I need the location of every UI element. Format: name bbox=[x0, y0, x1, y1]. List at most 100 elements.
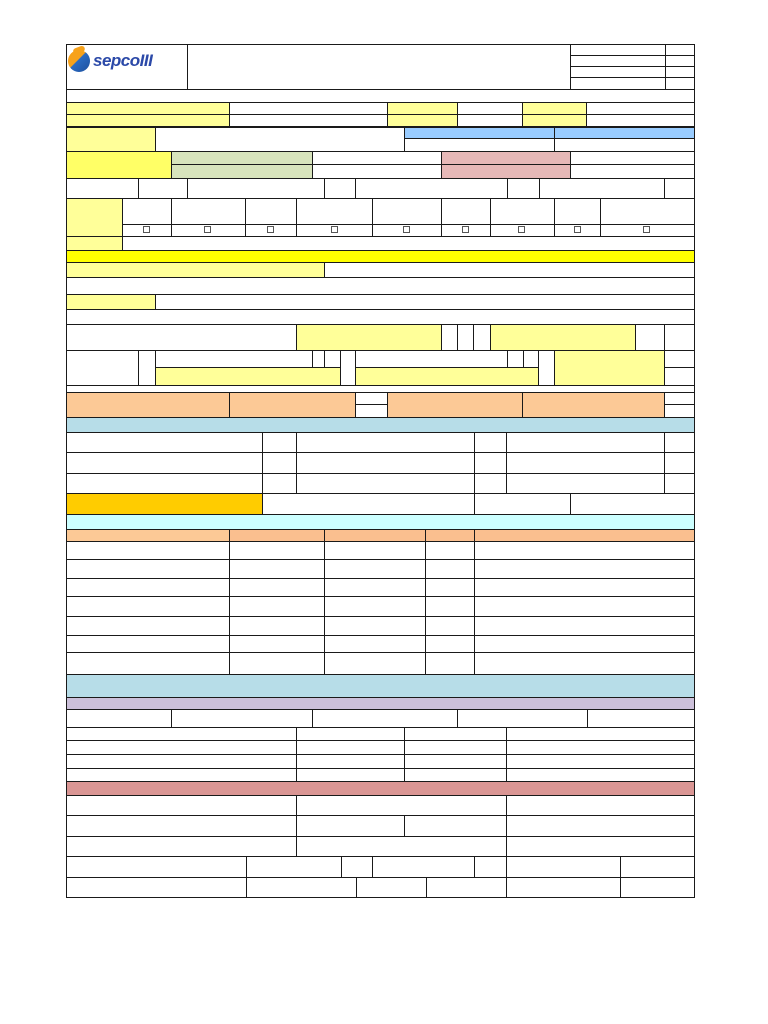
grid-c-r1-c1[interactable] bbox=[66, 727, 297, 741]
blue-value-2[interactable] bbox=[554, 138, 695, 152]
sign-r4-c1[interactable] bbox=[66, 856, 247, 878]
grid-a-r2-c2[interactable] bbox=[262, 452, 297, 474]
field-input-4[interactable] bbox=[229, 114, 388, 127]
table-row-6-c1[interactable] bbox=[66, 635, 230, 653]
peach-cell-d[interactable] bbox=[664, 404, 695, 418]
sign-r4-c5[interactable] bbox=[474, 856, 507, 878]
sign-r3-c3[interactable] bbox=[506, 836, 695, 857]
gold-row-cell-2[interactable] bbox=[474, 493, 571, 515]
table-row-5-c1[interactable] bbox=[66, 616, 230, 636]
grid-a-r3-c3[interactable] bbox=[296, 473, 475, 494]
checkbox-9[interactable] bbox=[643, 226, 650, 233]
sign-r2-c4[interactable] bbox=[506, 815, 695, 837]
grid-c-r2-c2[interactable] bbox=[296, 740, 405, 755]
sign-r5-c6[interactable] bbox=[620, 877, 695, 898]
cell-m6[interactable] bbox=[664, 324, 695, 351]
sign-r1-c3[interactable] bbox=[506, 795, 695, 816]
grid-a-r1-c6[interactable] bbox=[664, 432, 695, 453]
sign-r5-c4[interactable] bbox=[426, 877, 507, 898]
field-input-11[interactable] bbox=[324, 262, 695, 278]
table-row-5-c2[interactable] bbox=[229, 616, 325, 636]
text-row-2[interactable] bbox=[66, 309, 695, 325]
cell-n1[interactable] bbox=[66, 350, 139, 386]
cell-m3[interactable] bbox=[457, 324, 474, 351]
cell-r4-1[interactable] bbox=[66, 178, 139, 199]
field-input-7[interactable] bbox=[155, 127, 405, 152]
table-row-3-c1[interactable] bbox=[66, 578, 230, 597]
sign-r5-c2[interactable] bbox=[246, 877, 357, 898]
checkbox-4[interactable] bbox=[331, 226, 338, 233]
table-row-4-c4[interactable] bbox=[425, 596, 475, 617]
table-row-3-c2[interactable] bbox=[229, 578, 325, 597]
cell-n8[interactable] bbox=[507, 350, 524, 368]
sign-r1-c2[interactable] bbox=[296, 795, 507, 816]
table-row-1-c4[interactable] bbox=[425, 541, 475, 560]
grid-a-r1-c2[interactable] bbox=[262, 432, 297, 453]
table-row-2-c5[interactable] bbox=[474, 559, 695, 579]
grid-c-r4-c4[interactable] bbox=[506, 768, 695, 782]
table-row-3-c5[interactable] bbox=[474, 578, 695, 597]
grid-a-r2-c4[interactable] bbox=[474, 452, 507, 474]
grid-c-r2-c3[interactable] bbox=[404, 740, 507, 755]
table-row-2-c4[interactable] bbox=[425, 559, 475, 579]
cell-n2[interactable] bbox=[138, 350, 156, 386]
sign-r5-c5[interactable] bbox=[506, 877, 621, 898]
sign-r4-c6[interactable] bbox=[506, 856, 621, 878]
table-row-7-c2[interactable] bbox=[229, 652, 325, 675]
table-row-6-c5[interactable] bbox=[474, 635, 695, 653]
checkbox-7[interactable] bbox=[518, 226, 525, 233]
cell-m5[interactable] bbox=[635, 324, 665, 351]
grid-a-r3-c4[interactable] bbox=[474, 473, 507, 494]
peach-cell-b[interactable] bbox=[355, 404, 388, 418]
cell-r4-4[interactable] bbox=[324, 178, 356, 199]
checkbox-6[interactable] bbox=[462, 226, 469, 233]
table-row-2-c3[interactable] bbox=[324, 559, 426, 579]
grid-c-r2-c4[interactable] bbox=[506, 740, 695, 755]
cell-m2[interactable] bbox=[441, 324, 458, 351]
gold-row-cell-3[interactable] bbox=[570, 493, 695, 515]
grid-c-r4-c1[interactable] bbox=[66, 768, 297, 782]
grid-a-r2-c1[interactable] bbox=[66, 452, 263, 474]
cell-r4-8[interactable] bbox=[664, 178, 695, 199]
grid-b-r1-c1[interactable] bbox=[66, 709, 172, 728]
text-row-1[interactable] bbox=[66, 277, 695, 295]
table-row-2-c2[interactable] bbox=[229, 559, 325, 579]
grid-c-r2-c1[interactable] bbox=[66, 740, 297, 755]
grid-a-r3-c1[interactable] bbox=[66, 473, 263, 494]
sign-r5-c1[interactable] bbox=[66, 877, 247, 898]
cell-n10[interactable] bbox=[538, 350, 555, 386]
table-row-4-c5[interactable] bbox=[474, 596, 695, 617]
sign-r4-c3[interactable] bbox=[341, 856, 373, 878]
gold-row-cell-1[interactable] bbox=[262, 493, 475, 515]
table-row-1-c3[interactable] bbox=[324, 541, 426, 560]
sign-r3-c1[interactable] bbox=[66, 836, 297, 857]
grid-c-r3-c4[interactable] bbox=[506, 754, 695, 769]
checkbox-2[interactable] bbox=[204, 226, 211, 233]
cell-m1[interactable] bbox=[66, 324, 297, 351]
table-row-4-c3[interactable] bbox=[324, 596, 426, 617]
cell-n7[interactable] bbox=[355, 350, 508, 368]
table-row-2-c1[interactable] bbox=[66, 559, 230, 579]
field-input-12[interactable] bbox=[155, 294, 695, 310]
table-row-6-c2[interactable] bbox=[229, 635, 325, 653]
grid-c-r3-c2[interactable] bbox=[296, 754, 405, 769]
field-input-9a[interactable] bbox=[570, 151, 695, 165]
checkbox-8[interactable] bbox=[574, 226, 581, 233]
cell-n6[interactable] bbox=[340, 350, 356, 386]
table-row-3-c3[interactable] bbox=[324, 578, 426, 597]
table-row-5-c3[interactable] bbox=[324, 616, 426, 636]
grid-b-r1-c2[interactable] bbox=[171, 709, 313, 728]
sign-r2-c3[interactable] bbox=[404, 815, 507, 837]
grid-c-r1-c2[interactable] bbox=[296, 727, 405, 741]
blue-value-1[interactable] bbox=[404, 138, 555, 152]
cell-r4-6[interactable] bbox=[507, 178, 540, 199]
cell-r4-3[interactable] bbox=[187, 178, 325, 199]
sign-r4-c4[interactable] bbox=[372, 856, 475, 878]
grid-a-r1-c5[interactable] bbox=[506, 432, 665, 453]
checkbox-5[interactable] bbox=[403, 226, 410, 233]
field-input-8b[interactable] bbox=[312, 164, 442, 179]
field-input-5[interactable] bbox=[457, 114, 523, 127]
grid-a-r2-c3[interactable] bbox=[296, 452, 475, 474]
table-row-6-c3[interactable] bbox=[324, 635, 426, 653]
grid-a-r3-c6[interactable] bbox=[664, 473, 695, 494]
